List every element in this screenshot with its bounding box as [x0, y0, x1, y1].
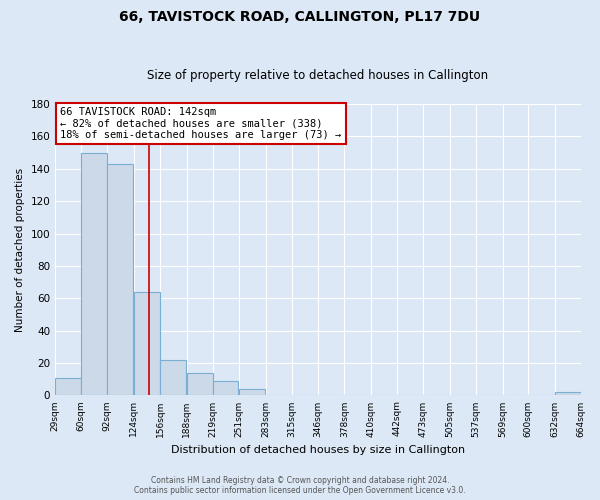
Text: 66 TAVISTOCK ROAD: 142sqm
← 82% of detached houses are smaller (338)
18% of semi: 66 TAVISTOCK ROAD: 142sqm ← 82% of detac… — [61, 107, 341, 140]
Bar — [212, 381, 238, 396]
Y-axis label: Number of detached properties: Number of detached properties — [15, 168, 25, 332]
Title: Size of property relative to detached houses in Callington: Size of property relative to detached ho… — [147, 69, 488, 82]
Bar — [160, 360, 186, 396]
Bar — [555, 392, 581, 396]
Bar — [107, 164, 133, 396]
Bar — [187, 373, 212, 396]
Bar — [239, 389, 265, 396]
Bar — [55, 378, 81, 396]
Bar — [134, 292, 160, 396]
Text: 66, TAVISTOCK ROAD, CALLINGTON, PL17 7DU: 66, TAVISTOCK ROAD, CALLINGTON, PL17 7DU — [119, 10, 481, 24]
Text: Contains HM Land Registry data © Crown copyright and database right 2024.
Contai: Contains HM Land Registry data © Crown c… — [134, 476, 466, 495]
X-axis label: Distribution of detached houses by size in Callington: Distribution of detached houses by size … — [171, 445, 465, 455]
Bar — [81, 152, 107, 396]
